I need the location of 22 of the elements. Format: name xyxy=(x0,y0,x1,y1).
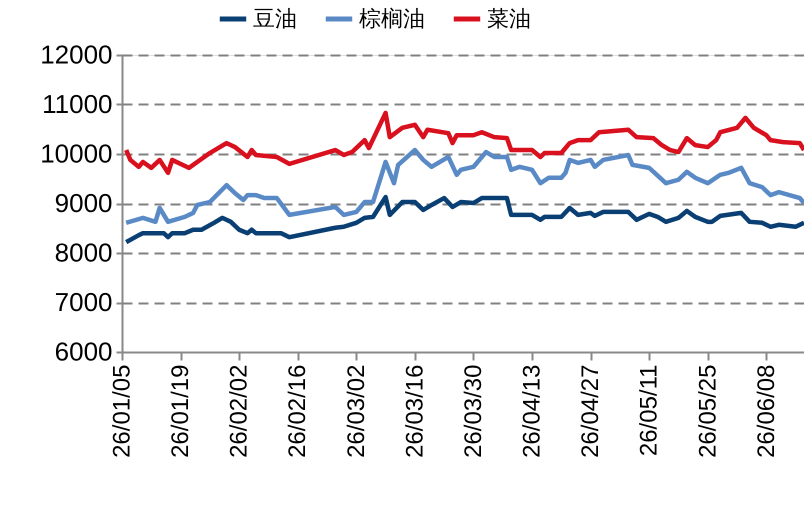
legend-label: 豆油 xyxy=(253,6,297,31)
x-tick-label: 26/05/25 xyxy=(694,364,722,458)
x-tick-label: 26/03/02 xyxy=(342,364,370,458)
x-tick-label: 26/01/05 xyxy=(108,364,136,458)
y-tick-label: 11000 xyxy=(42,89,112,119)
y-tick-label: 6000 xyxy=(54,336,112,366)
y-tick-label: 10000 xyxy=(40,138,112,168)
x-tick-label: 26/04/27 xyxy=(577,364,604,458)
legend-label: 棕榈油 xyxy=(359,6,425,31)
y-tick-label: 12000 xyxy=(40,40,112,70)
x-tick-label: 26/03/30 xyxy=(460,364,487,458)
x-tick-label: 26/02/02 xyxy=(226,364,253,458)
y-tick-label: 7000 xyxy=(54,287,112,317)
x-tick-label: 26/03/16 xyxy=(401,364,428,458)
x-tick-label: 26/05/11 xyxy=(636,364,663,456)
y-tick-label: 9000 xyxy=(54,188,112,218)
x-tick-label: 26/06/08 xyxy=(752,364,780,458)
x-tick-label: 26/02/16 xyxy=(284,364,312,458)
x-tick-label: 26/01/19 xyxy=(167,364,194,458)
legend-label: 菜油 xyxy=(487,6,531,31)
x-tick-label: 26/04/13 xyxy=(518,364,546,458)
y-tick-label: 8000 xyxy=(54,238,112,268)
